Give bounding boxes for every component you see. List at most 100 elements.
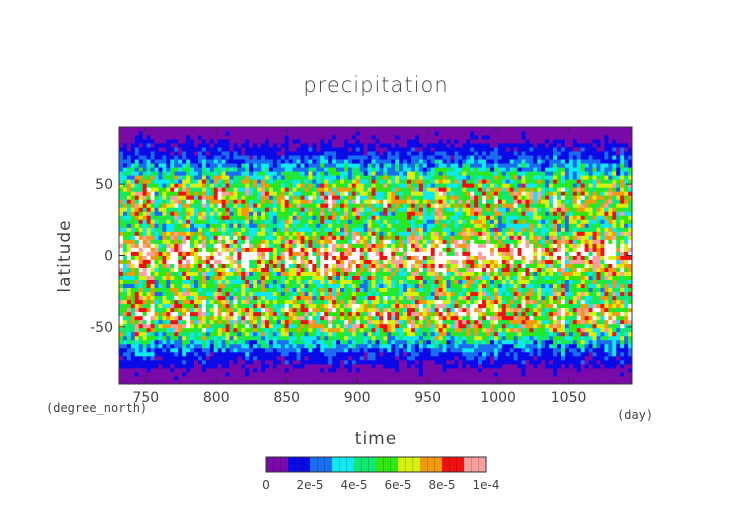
heatmap-cell — [122, 355, 128, 361]
heatmap-cell — [608, 279, 613, 285]
heatmap-cell — [628, 251, 633, 256]
heatmap-cell — [608, 287, 613, 293]
heatmap-cell — [489, 331, 495, 337]
heatmap-cell — [197, 271, 203, 276]
heatmap-cell — [505, 311, 511, 317]
heatmap-cell — [572, 339, 578, 345]
heatmap-cell — [509, 231, 515, 236]
heatmap-cell — [509, 279, 515, 285]
heatmap-cell — [521, 347, 526, 353]
heatmap-cell — [474, 311, 479, 317]
heatmap-cell — [178, 239, 183, 244]
heatmap-cell — [493, 355, 499, 361]
heatmap-cell — [541, 379, 546, 385]
heatmap-cell — [178, 303, 183, 309]
heatmap-cell — [359, 307, 365, 313]
heatmap-cell — [174, 307, 179, 313]
heatmap-cell — [438, 379, 443, 385]
heatmap-cell — [359, 231, 365, 236]
heatmap-cell — [414, 239, 420, 244]
heatmap-cell — [414, 375, 420, 381]
heatmap-cell — [509, 347, 515, 353]
heatmap-cell — [604, 319, 609, 325]
heatmap-cell — [213, 275, 219, 280]
heatmap-cell — [521, 295, 526, 301]
heatmap-cell — [190, 355, 195, 361]
heatmap-cell — [237, 287, 242, 293]
heatmap-cell — [616, 275, 621, 280]
heatmap-cell — [292, 295, 297, 301]
heatmap-cell — [316, 343, 321, 349]
heatmap-cell — [201, 363, 207, 369]
heatmap-cell — [517, 351, 522, 357]
heatmap-cell — [470, 231, 475, 236]
heatmap-cell — [162, 343, 167, 349]
heatmap-cell — [142, 255, 148, 260]
heatmap-cell — [537, 323, 542, 329]
heatmap-cell — [474, 335, 479, 341]
heatmap-cell — [162, 355, 167, 361]
heatmap-cell — [537, 295, 542, 301]
heatmap-cell — [355, 299, 361, 305]
heatmap-cell — [292, 379, 297, 385]
heatmap-cell — [233, 307, 238, 313]
heatmap-cell — [347, 367, 353, 373]
heatmap-cell — [130, 315, 136, 321]
heatmap-cell — [166, 227, 171, 232]
heatmap-cell — [442, 247, 447, 252]
heatmap-cell — [280, 283, 286, 289]
heatmap-cell — [446, 259, 451, 264]
heatmap-cell — [225, 355, 230, 361]
heatmap-cell — [367, 315, 372, 321]
heatmap-cell — [233, 355, 238, 361]
heatmap-cell — [497, 267, 503, 272]
heatmap-cell — [336, 379, 341, 385]
heatmap-cell — [383, 367, 388, 373]
heatmap-cell — [414, 315, 420, 321]
heatmap-cell — [407, 231, 412, 236]
heatmap-cell — [446, 247, 451, 252]
heatmap-cell — [588, 319, 593, 325]
heatmap-cell — [146, 355, 151, 361]
heatmap-cell — [316, 295, 321, 301]
heatmap-cell — [351, 267, 357, 272]
heatmap-cell — [245, 279, 250, 285]
heatmap-cell — [359, 235, 365, 240]
heatmap-cell — [245, 379, 250, 385]
heatmap-cell — [387, 307, 392, 313]
heatmap-cell — [458, 355, 463, 361]
heatmap-cell — [276, 255, 282, 260]
heatmap-cell — [221, 307, 226, 313]
heatmap-cell — [588, 275, 593, 280]
heatmap-cell — [572, 335, 578, 341]
heatmap-cell — [553, 307, 558, 313]
heatmap-cell — [411, 355, 416, 361]
heatmap-cell — [146, 307, 151, 313]
heatmap-cell — [493, 243, 499, 248]
heatmap-cell — [343, 295, 349, 301]
heatmap-cell — [418, 367, 424, 373]
heatmap-cell — [146, 295, 151, 301]
heatmap-cell — [529, 343, 534, 349]
heatmap-cell — [576, 319, 582, 325]
heatmap-cell — [375, 311, 380, 317]
heatmap-cell — [265, 351, 270, 357]
heatmap-cell — [126, 359, 132, 365]
heatmap-cell — [229, 275, 234, 280]
heatmap-cell — [478, 239, 483, 244]
heatmap-cell — [197, 275, 203, 280]
heatmap-cell — [190, 287, 195, 293]
heatmap-cell — [474, 275, 479, 280]
heatmap-cell — [158, 371, 163, 377]
heatmap-cell — [134, 255, 140, 260]
heatmap-cell — [213, 299, 219, 305]
heatmap-cell — [604, 371, 609, 377]
heatmap-cell — [470, 327, 475, 333]
heatmap-cell — [237, 319, 242, 325]
heatmap-cell — [213, 247, 219, 252]
heatmap-cell — [119, 375, 124, 381]
heatmap-cell — [233, 291, 238, 297]
heatmap-cell — [438, 327, 443, 333]
heatmap-cell — [138, 379, 144, 385]
